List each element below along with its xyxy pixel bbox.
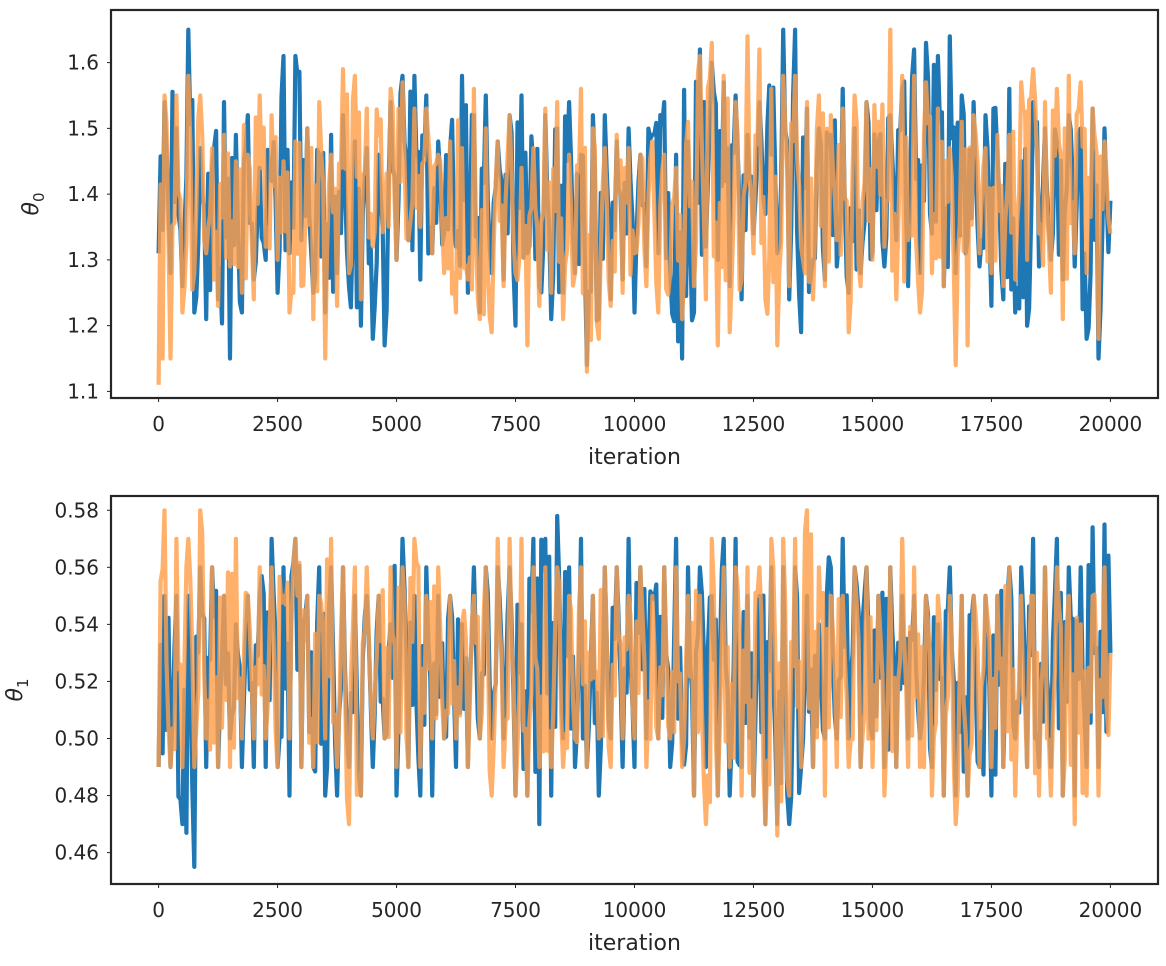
y-tick-label: 1.3 <box>67 248 99 272</box>
trace-line-chain-2 <box>156 27 1113 385</box>
series-group <box>156 27 1113 385</box>
x-tick-label: 17500 <box>960 898 1024 922</box>
y-tick-label: 0.46 <box>54 841 99 865</box>
x-tick-label: 17500 <box>960 412 1024 436</box>
theta0-trace-panel: 0 2500 5000 7500 10000 12500 15000 17500 20000 1.… <box>19 8 1160 470</box>
y-axis-title: θ0 <box>19 192 48 215</box>
y-tick-label: 0.50 <box>54 727 99 751</box>
y-tick-label: 1.6 <box>67 51 99 75</box>
y-tick-label: 1.5 <box>67 116 99 140</box>
x-tick-label: 7500 <box>490 898 541 922</box>
x-tick-label: 0 <box>152 412 165 436</box>
x-tick-label: 2500 <box>252 412 303 436</box>
x-tick-label: 20000 <box>1079 412 1143 436</box>
y-tick-label: 0.54 <box>54 612 99 636</box>
x-tick-label: 20000 <box>1079 898 1143 922</box>
x-tick-label: 10000 <box>603 898 667 922</box>
series-group <box>156 508 1113 869</box>
y-tick-label: 1.4 <box>67 182 99 206</box>
y-axis-subscript: 1 <box>14 678 32 688</box>
trace-line-chain-2 <box>156 508 1113 838</box>
theta1-trace-panel: 0 2500 5000 7500 10000 12500 15000 17500 20000 0.… <box>3 494 1160 956</box>
x-tick-label: 2500 <box>252 898 303 922</box>
x-tick-label: 5000 <box>371 898 422 922</box>
y-axis-title: θ1 <box>3 678 32 701</box>
x-axis-title: iteration <box>588 931 681 956</box>
y-tick-label: 0.56 <box>54 555 99 579</box>
x-tick-label: 15000 <box>841 412 905 436</box>
y-axis-symbol: θ <box>19 202 44 216</box>
x-tick-label: 5000 <box>371 412 422 436</box>
x-tick-label: 7500 <box>490 412 541 436</box>
y-tick-label: 1.1 <box>67 379 99 403</box>
y-tick-label: 1.2 <box>67 314 99 338</box>
x-tick-label: 10000 <box>603 412 667 436</box>
y-tick-label: 0.52 <box>54 669 99 693</box>
x-tick-label: 12500 <box>722 898 786 922</box>
x-tick-label: 12500 <box>722 412 786 436</box>
y-axis-subscript: 0 <box>30 192 48 202</box>
y-axis-symbol: θ <box>3 688 28 702</box>
x-axis-title: iteration <box>588 445 681 470</box>
y-tick-label: 0.58 <box>54 498 99 522</box>
x-tick-label: 0 <box>152 898 165 922</box>
x-tick-label: 15000 <box>841 898 905 922</box>
y-tick-label: 0.48 <box>54 784 99 808</box>
